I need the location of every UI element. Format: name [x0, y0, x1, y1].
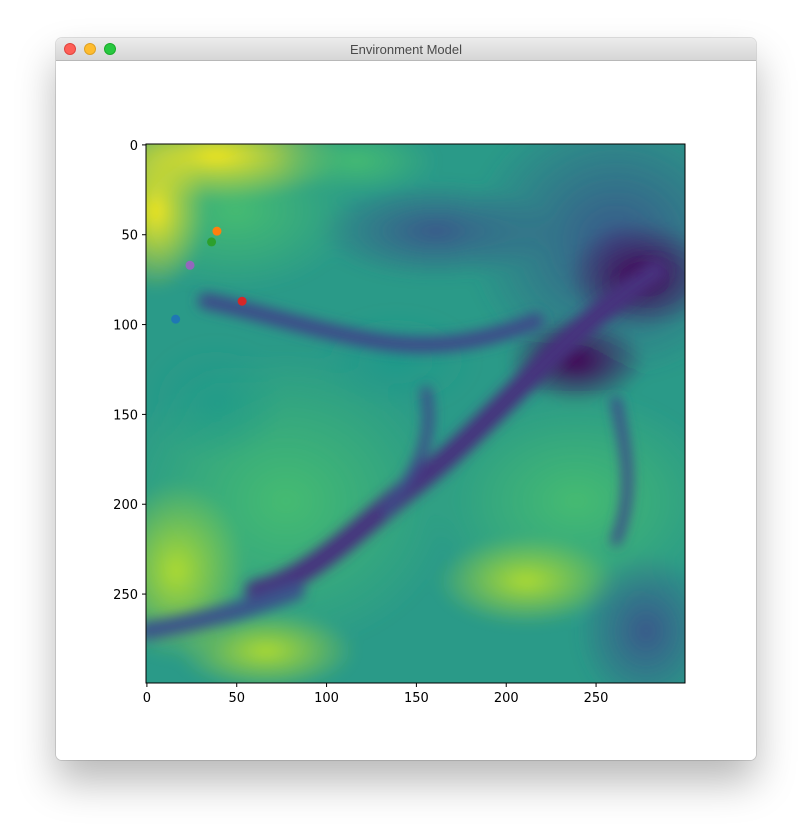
- x-tick-label: 250: [584, 691, 609, 706]
- y-tick-label: 50: [121, 229, 138, 244]
- heatmap-figure: 0 50 100 150 200 250 0 50 100 150 200 250: [113, 139, 686, 706]
- y-tick-label: 0: [130, 139, 138, 154]
- close-button[interactable]: [64, 43, 76, 55]
- zoom-button[interactable]: [104, 43, 116, 55]
- marker-point: [185, 260, 195, 270]
- y-tick-label: 250: [113, 588, 138, 603]
- y-tick-label: 150: [113, 408, 138, 423]
- x-axis: 0 50 100 150 200 250: [143, 683, 609, 706]
- marker-point: [237, 296, 247, 306]
- marker-points: [171, 226, 247, 324]
- x-tick-label: 150: [404, 691, 429, 706]
- figure-canvas: 0 50 100 150 200 250 0 50 100 150 200 250: [56, 61, 756, 760]
- minimize-button[interactable]: [84, 43, 96, 55]
- title-bar[interactable]: Environment Model: [56, 38, 756, 61]
- app-window: Environment Model: [56, 38, 756, 760]
- x-tick-label: 200: [494, 691, 519, 706]
- window-title: Environment Model: [350, 42, 462, 57]
- heatmap-image: [146, 144, 685, 683]
- x-tick-label: 50: [228, 691, 245, 706]
- axes-frame: [145, 143, 686, 684]
- x-tick-label: 100: [314, 691, 339, 706]
- y-tick-label: 100: [113, 319, 138, 334]
- y-axis: 0 50 100 150 200 250: [113, 139, 146, 603]
- marker-point: [171, 314, 181, 324]
- marker-point: [212, 226, 222, 236]
- y-tick-label: 200: [113, 498, 138, 513]
- marker-point: [207, 237, 217, 247]
- x-tick-label: 0: [143, 691, 151, 706]
